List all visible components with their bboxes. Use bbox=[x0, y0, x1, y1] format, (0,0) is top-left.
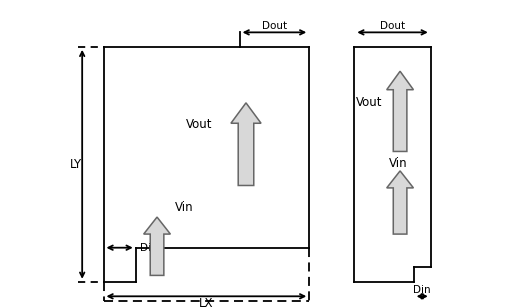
Text: LY: LY bbox=[70, 158, 82, 171]
FancyArrow shape bbox=[387, 71, 413, 151]
Text: Din: Din bbox=[413, 286, 431, 295]
Text: Vout: Vout bbox=[186, 118, 212, 131]
Text: Dout: Dout bbox=[262, 21, 287, 31]
Text: Vin: Vin bbox=[175, 201, 193, 214]
FancyArrow shape bbox=[387, 171, 413, 234]
Text: Din: Din bbox=[139, 243, 157, 253]
Text: Vout: Vout bbox=[356, 96, 383, 109]
FancyArrow shape bbox=[144, 217, 170, 275]
Text: Vin: Vin bbox=[389, 157, 408, 170]
Text: Dout: Dout bbox=[380, 21, 405, 31]
Text: LX: LX bbox=[199, 297, 214, 307]
FancyArrow shape bbox=[231, 103, 261, 185]
